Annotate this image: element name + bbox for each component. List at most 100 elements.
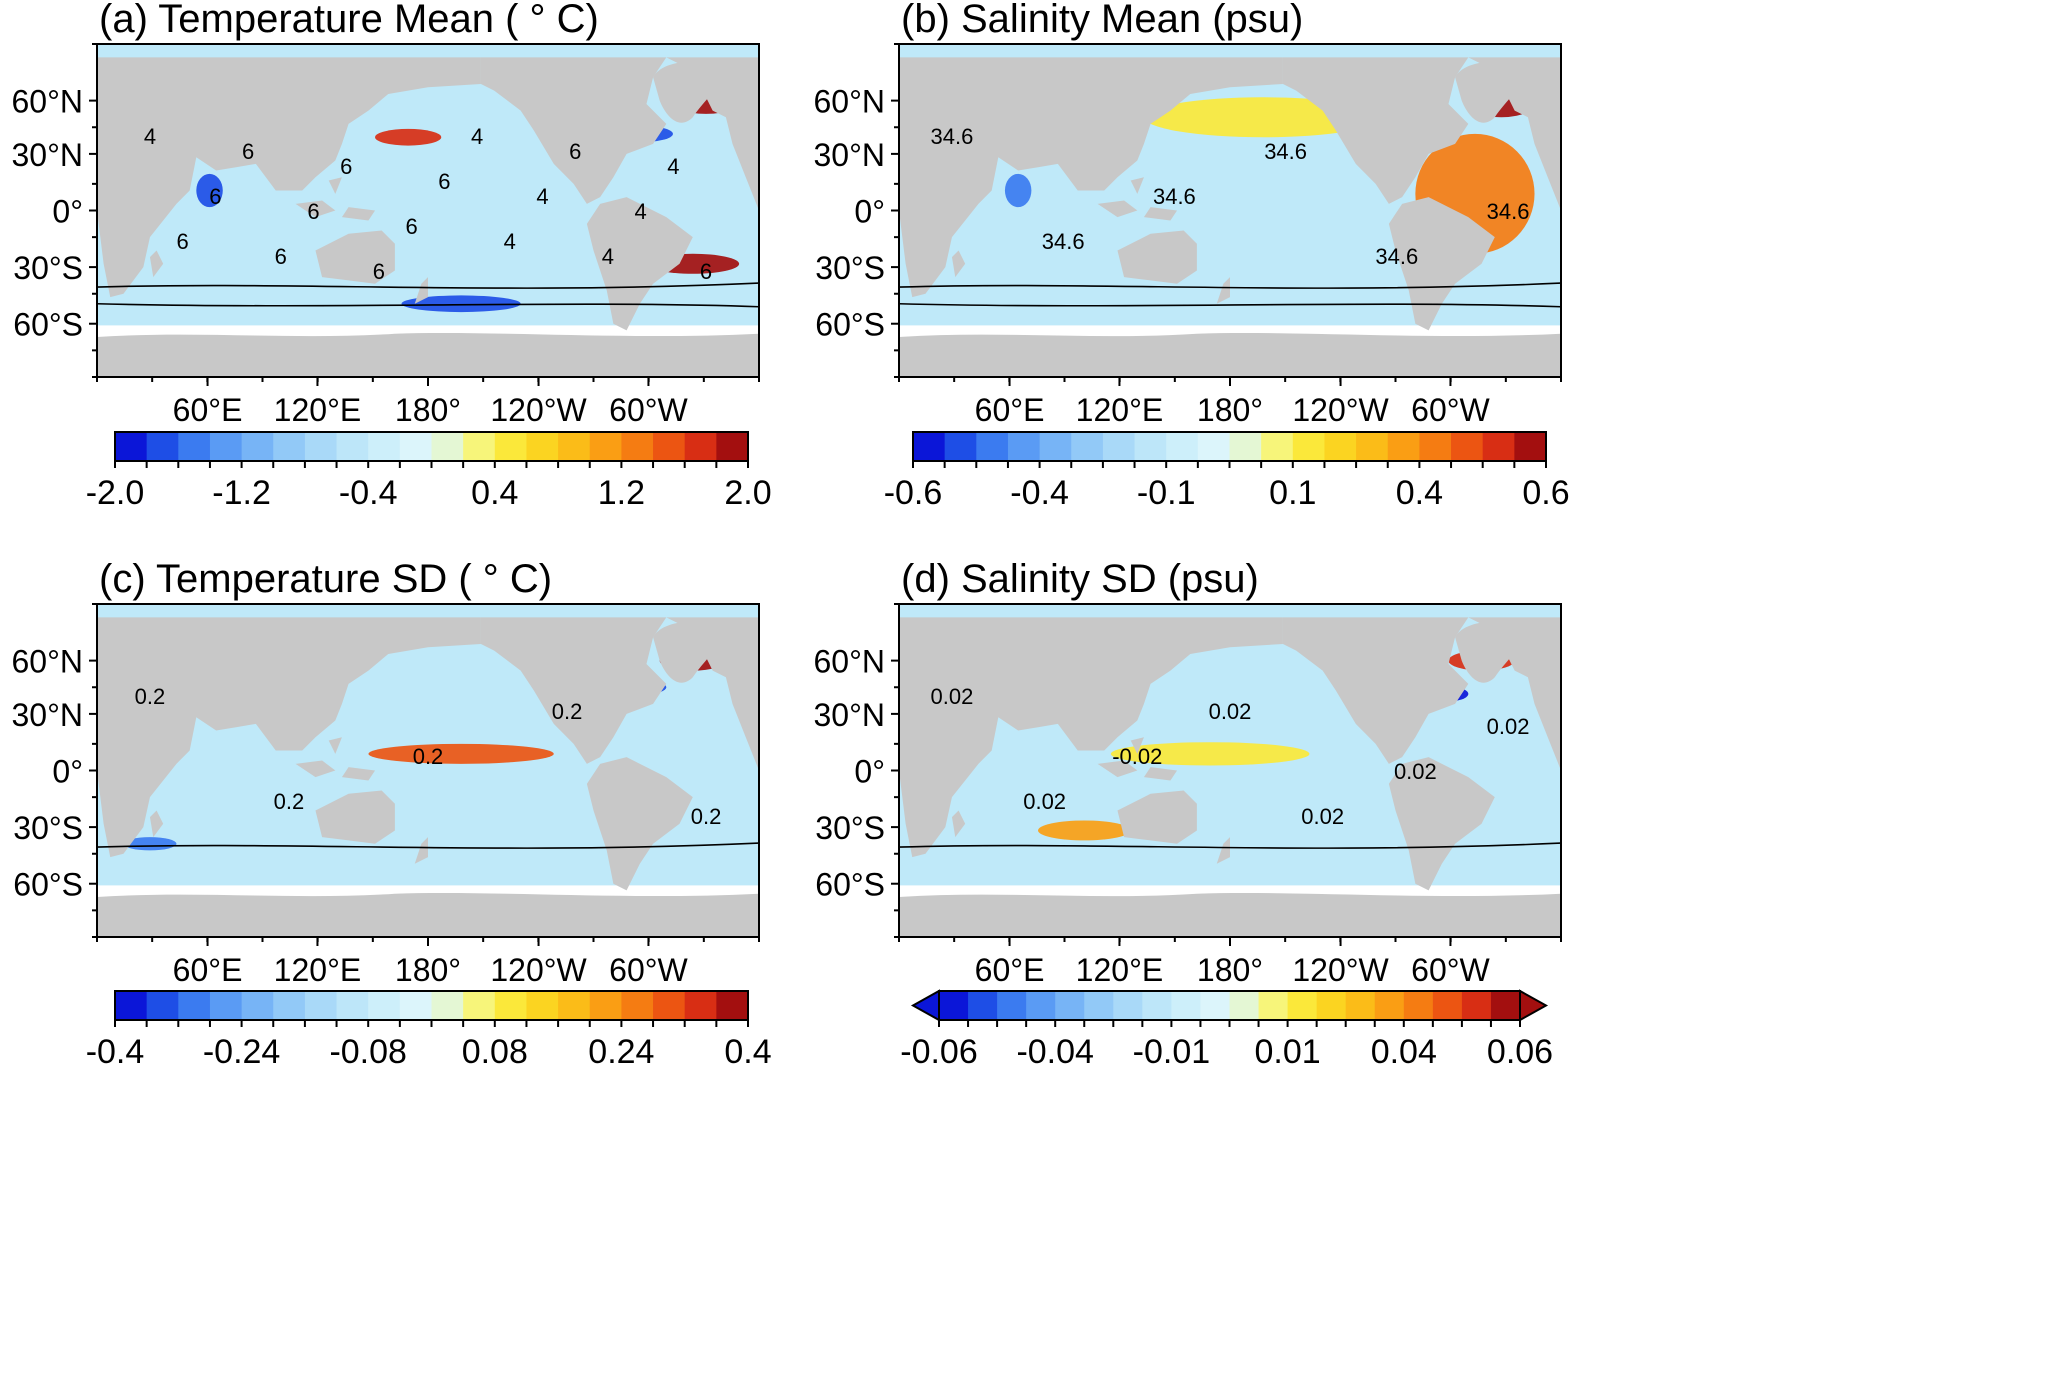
contour-label: -0.02 [1112,744,1162,769]
colorbar-swatch [526,432,559,461]
colorbar-swatch [621,432,654,461]
contour-label: 0.02 [1487,714,1530,739]
lon-label: 60°W [609,392,688,428]
contour-label: 4 [634,199,646,224]
colorbar-swatch [1229,432,1262,461]
lat-label: 0° [52,194,83,230]
colorbar-swatch [304,432,338,461]
lat-label: 60°S [13,307,83,343]
colorbar-swatch [399,432,432,461]
colorbar-swatch [1292,432,1325,461]
colorbar-tick-label: -0.1 [1137,474,1196,512]
colorbar-swatch [589,991,622,1020]
contour-label: 4 [536,184,548,209]
contour-label: 34.6 [1375,244,1418,269]
lat-label: 60°N [814,644,886,680]
colorbar-swatch [463,991,496,1020]
contour-label: 6 [438,169,450,194]
colorbar-swatch [1197,432,1230,461]
colorbar-swatch [558,991,591,1020]
colorbar-tick-label: 1.2 [598,474,645,512]
colorbar-swatch [146,991,179,1020]
colorbar-swatch [399,991,432,1020]
colorbar-swatch [494,432,527,461]
colorbar-swatch [494,991,527,1020]
panel-title: (c) Temperature SD ( ° C) [99,557,552,601]
lon-label: 60°W [1411,392,1490,428]
contour-label: 0.2 [135,684,166,709]
colorbar: -0.6 -0.4 -0.1 0.1 0.4 0.6 [884,431,1570,512]
colorbar-arrow-high [1519,989,1549,1022]
colorbar-tick-label: 0.04 [1371,1033,1437,1071]
colorbar-swatch [146,432,179,461]
colorbar-swatch [1113,991,1143,1020]
panel-title: (a) Temperature Mean ( ° C) [99,0,599,41]
colorbar-swatch [1316,991,1347,1020]
contour-label: 34.6 [1487,199,1530,224]
contour-lines [97,842,759,849]
contour-label: 6 [406,214,418,239]
colorbar-swatch [1461,991,1492,1020]
contour-label: 4 [602,244,614,269]
lat-label: 60°S [13,867,83,903]
colorbar-swatch [1200,991,1230,1020]
colorbar: -0.4 -0.24 -0.08 0.08 0.24 0.4 [86,990,772,1071]
lat-label: 30°N [12,697,84,733]
colorbar-swatch [1258,991,1289,1020]
colorbar-tick-label: -2.0 [86,474,145,512]
contour-label: 0.02 [1301,804,1344,829]
colorbar-swatch [589,432,622,461]
colorbar-swatch [431,432,464,461]
colorbar-swatch [1356,432,1389,461]
lon-label: 60°E [173,952,243,988]
contour-label: 0.02 [1023,789,1066,814]
lon-label: 60°E [173,392,243,428]
lon-label: 180° [395,392,461,428]
colorbar-swatch [1102,432,1136,461]
colorbar-tick-label: 0.08 [462,1033,528,1071]
map-area: 0.02 0.02 -0.02 0.02 0.02 0.02 0.02 [899,604,1561,937]
map-panel-3: (c) Temperature SD ( ° C)0.20.20.20.20.2… [12,557,772,1071]
lon-label: 180° [1197,952,1263,988]
anomaly-region [401,295,521,313]
lat-label: 60°S [815,307,885,343]
colorbar-swatch [558,432,591,461]
colorbar-swatch [1007,432,1041,461]
colorbar-swatch [368,991,401,1020]
colorbar-swatch [1403,991,1434,1020]
colorbar-swatch [684,991,717,1020]
contour-lines [899,842,1561,849]
colorbar-swatch [1142,991,1172,1020]
lat-label: 30°N [814,137,886,173]
colorbar-swatch [304,991,338,1020]
colorbar-swatch [273,991,306,1020]
colorbar-swatch [1261,432,1294,461]
lon-label: 120°W [1292,952,1389,988]
colorbar-swatch [463,432,496,461]
lon-label: 60°W [609,952,688,988]
contour-label: 6 [242,139,254,164]
anomaly-region [1038,820,1131,841]
colorbar: -0.06 -0.04 -0.01 0.01 0.04 0.06 [900,989,1553,1071]
contour-label: 0.2 [413,744,444,769]
contour-label: 34.6 [1042,229,1085,254]
colorbar-swatch [913,432,946,461]
contour-label: 4 [144,124,156,149]
colorbar-swatch [1084,991,1114,1020]
lat-label: 0° [854,194,885,230]
contour-label: 0.2 [691,804,722,829]
colorbar-swatch [1419,432,1452,461]
colorbar-swatch [1482,432,1515,461]
map-area: 34.6 34.6 34.6 34.6 34.6 34.6 [899,44,1561,377]
contour-label: 0.02 [931,684,974,709]
colorbar-swatch [1055,991,1085,1020]
colorbar-swatch [621,991,654,1020]
contour-label: 6 [569,139,581,164]
lat-label: 30°S [13,810,83,846]
colorbar-tick-label: -0.4 [1010,474,1069,512]
colorbar: -2.0 -1.2 -0.4 0.4 1.2 2.0 [86,431,772,512]
colorbar-tick-label: 0.4 [724,1033,771,1071]
colorbar-tick-label: -0.4 [86,1033,145,1071]
contour-label: 6 [700,259,712,284]
colorbar-swatch [431,991,464,1020]
